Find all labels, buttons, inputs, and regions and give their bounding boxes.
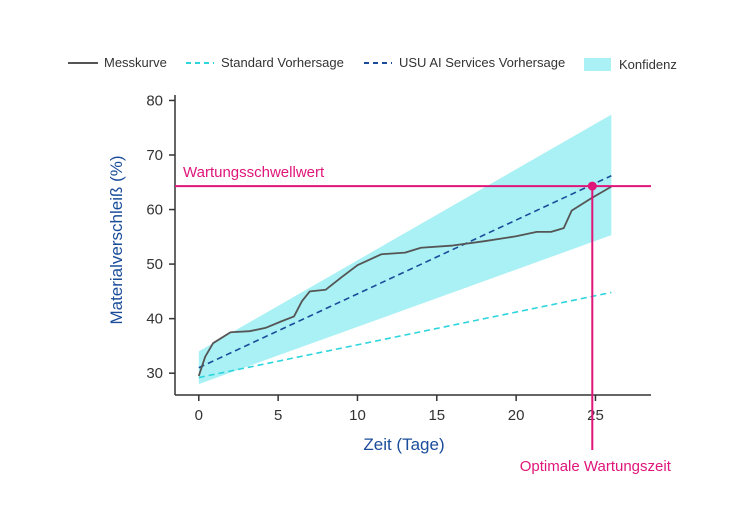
legend: Messkurve Standard Vorhersage USU AI Ser…: [68, 55, 677, 72]
legend-label-messkurve: Messkurve: [104, 55, 167, 70]
legend-label-usu: USU AI Services Vorhersage: [399, 55, 565, 70]
optimal-time-marker: [587, 181, 597, 191]
y-tick-label: 80: [146, 92, 163, 109]
x-tick-label: 25: [587, 407, 604, 424]
x-tick-label: 15: [428, 407, 445, 424]
x-axis-title: Zeit (Tage): [363, 435, 444, 454]
x-tick-label: 5: [274, 407, 282, 424]
y-tick-label: 30: [146, 365, 163, 382]
threshold-label: Wartungsschwellwert: [183, 164, 325, 181]
optimal-time-label: Optimale Wartungszeit: [520, 458, 672, 475]
x-tick-label: 10: [349, 407, 366, 424]
series-layer: [197, 175, 612, 379]
confidence-band: [198, 114, 612, 385]
y-tick-label: 40: [146, 311, 163, 328]
y-tick-label: 50: [146, 256, 163, 273]
axes: [174, 95, 651, 396]
legend-label-standard: Standard Vorhersage: [221, 55, 344, 70]
legend-label-konfidenz: Konfidenz: [619, 57, 677, 72]
series-line-standard-vorhersage: [198, 291, 612, 379]
legend-swatch-konfidenz: [584, 58, 611, 71]
annotation-layer: Wartungsschwellwert Optimale Wartungszei…: [175, 164, 672, 475]
series-line-messkurve: [197, 185, 612, 377]
ticks-layer: 0 5 10 15 20 25 30 40 50 60 70 80: [146, 92, 603, 424]
series-line-usu-ai-services-vorhersage: [198, 175, 612, 369]
y-axis-title: Materialverschleiß (%): [107, 155, 126, 324]
x-tick-label: 0: [195, 407, 203, 424]
y-tick-label: 70: [146, 147, 163, 164]
y-tick-label: 60: [146, 202, 163, 219]
confidence-band-layer: [198, 114, 612, 385]
x-tick-label: 20: [508, 407, 525, 424]
